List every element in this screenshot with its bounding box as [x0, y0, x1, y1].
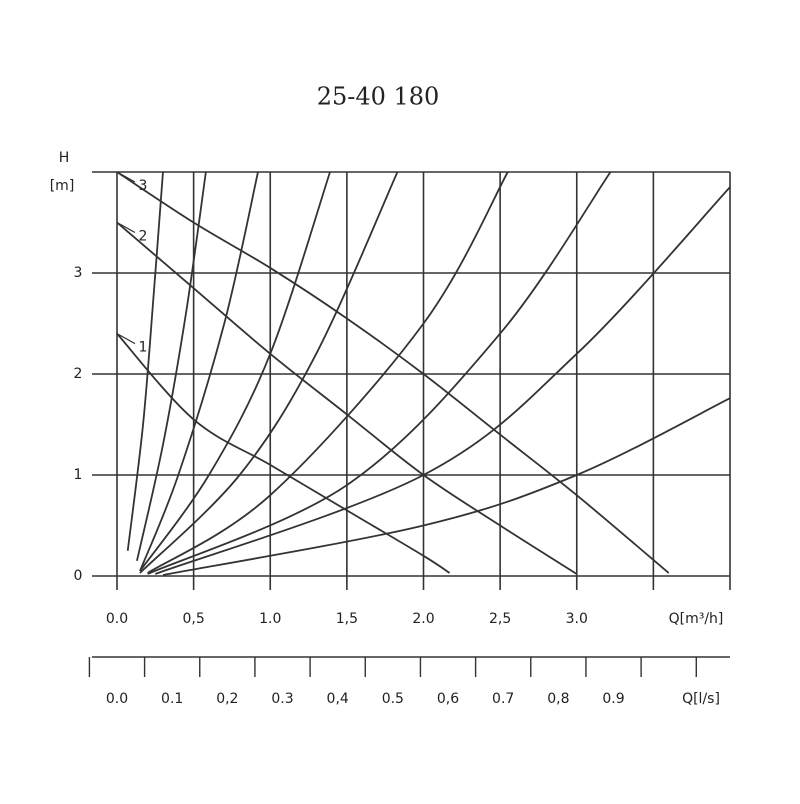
x2-tick-label: 0,6 — [437, 691, 459, 707]
system-curve — [126, 171, 164, 551]
x-axis-label: Q[m³/h] — [669, 611, 724, 627]
x2-tick-label: 0.7 — [492, 691, 514, 707]
system-curve — [139, 171, 331, 572]
y-tick-label: 1 — [74, 467, 83, 483]
curve-label: 1 — [139, 340, 148, 356]
curve-label-leader — [116, 221, 136, 234]
pump-curve — [116, 333, 451, 574]
chart-title: 25-40 180 — [317, 83, 440, 111]
curve-label: 2 — [139, 229, 148, 245]
y-tick-label: 3 — [74, 265, 83, 281]
y-axis-label: H — [59, 150, 70, 166]
x-tick-label: 2,5 — [489, 611, 511, 627]
y-tick-label: 0 — [74, 568, 83, 584]
x-tick-label: 1.0 — [259, 611, 281, 627]
pump-curve — [116, 221, 578, 575]
system-curve — [147, 171, 612, 575]
x2-tick-label: 0,8 — [547, 691, 569, 707]
x-tick-label: 0.0 — [106, 611, 128, 627]
system-curve — [162, 397, 731, 576]
x-tick-label: 3.0 — [566, 611, 588, 627]
x2-tick-label: 0.0 — [106, 691, 128, 707]
curve-label-leader — [116, 333, 136, 345]
system-curve — [139, 171, 259, 572]
x-tick-label: 0,5 — [182, 611, 204, 627]
x2-tick-label: 0.3 — [271, 691, 293, 707]
y-axis-unit: [m] — [50, 178, 75, 194]
x2-tick-label: 0,2 — [216, 691, 238, 707]
system-curve — [155, 186, 731, 575]
x2-tick-label: 0.9 — [602, 691, 624, 707]
curve-label-leader — [116, 171, 136, 183]
x-tick-label: 1,5 — [336, 611, 358, 627]
x2-axis-label: Q[l/s] — [682, 691, 720, 707]
y-tick-label: 2 — [74, 366, 83, 382]
curve-label: 3 — [139, 178, 148, 194]
x2-tick-label: 0,4 — [327, 691, 349, 707]
system-curve — [139, 171, 399, 574]
system-curve — [147, 171, 509, 574]
system-curve — [136, 171, 207, 562]
pump-curve — [116, 171, 670, 574]
x2-tick-label: 0.1 — [161, 691, 183, 707]
x2-tick-label: 0.5 — [382, 691, 404, 707]
x-tick-label: 2.0 — [412, 611, 434, 627]
